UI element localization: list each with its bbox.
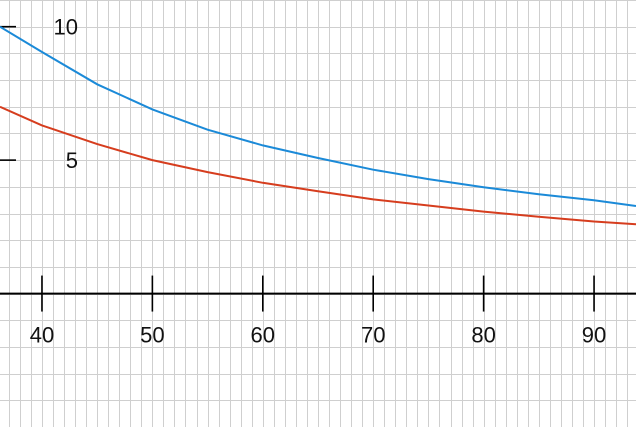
x-tick-label: 50	[140, 323, 164, 348]
series-line-2	[0, 105, 636, 226]
x-tick-label: 60	[251, 323, 275, 348]
x-tick-label: 40	[30, 323, 54, 348]
x-tick-label: 70	[361, 323, 385, 348]
ticks	[0, 25, 595, 312]
x-tick-label: 90	[582, 323, 606, 348]
y-tick-label: 10	[54, 15, 78, 40]
series-line-1	[0, 25, 636, 207]
x-tick-label: 80	[471, 323, 495, 348]
y-tick-label: 5	[66, 148, 78, 173]
curves	[0, 25, 636, 226]
tick-labels: 40 50 60 70 80 90 10 5	[30, 15, 607, 348]
